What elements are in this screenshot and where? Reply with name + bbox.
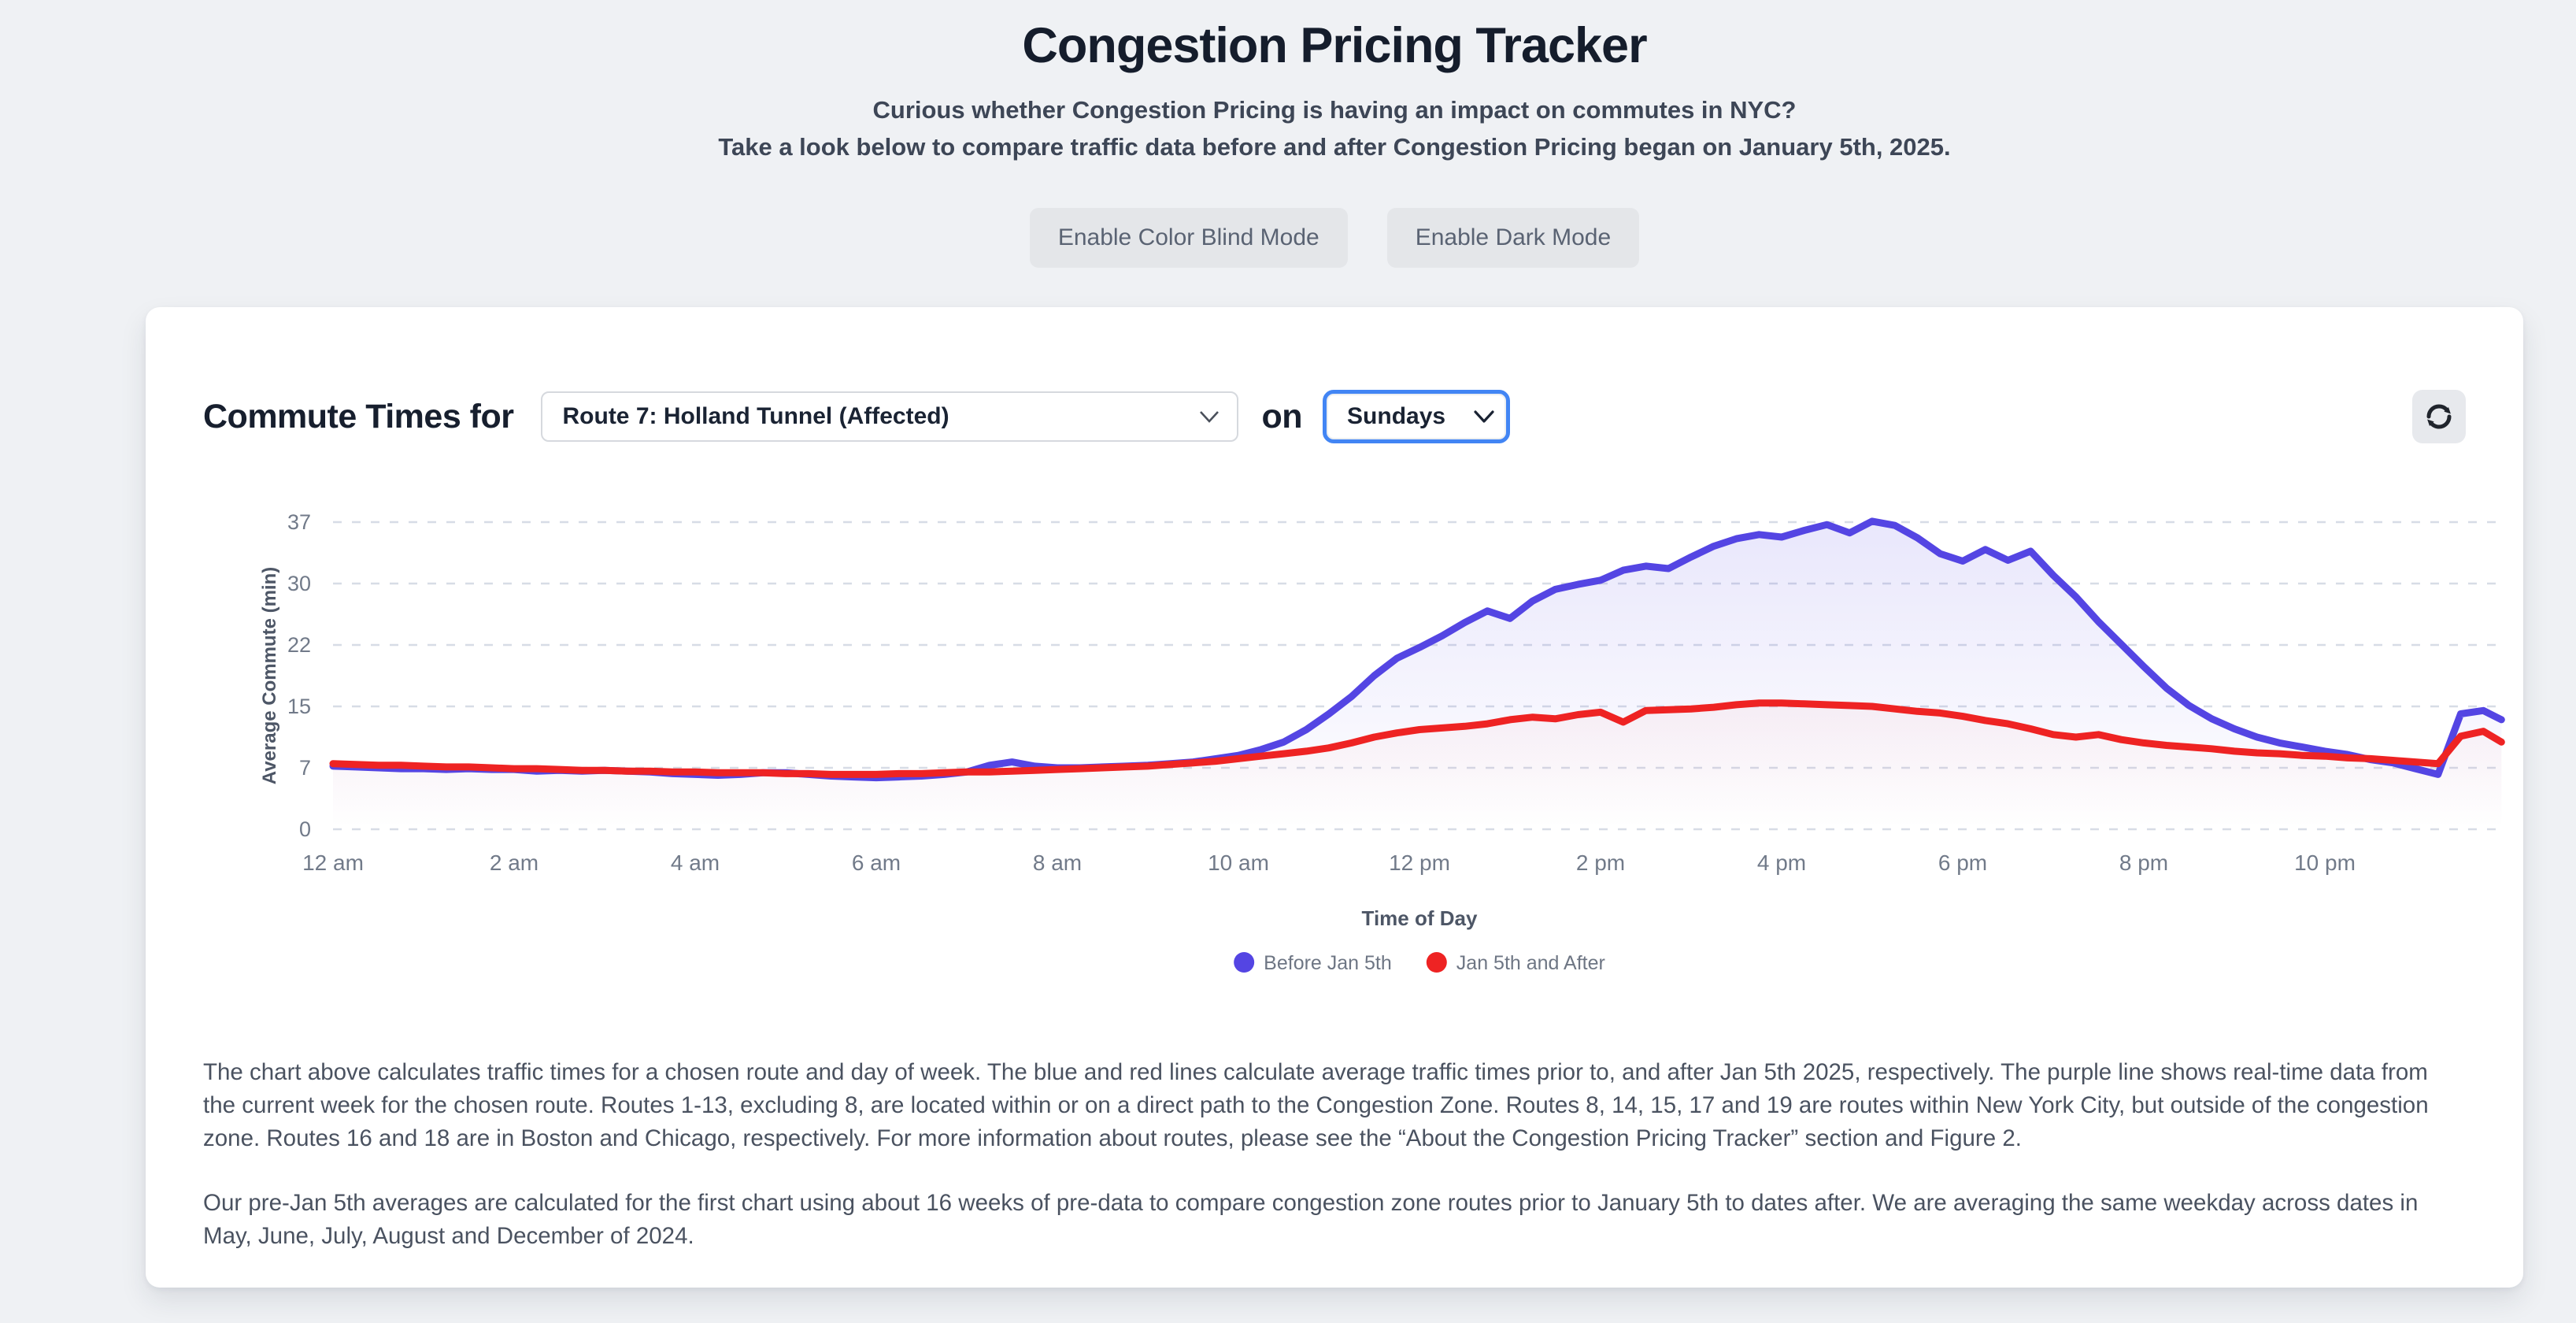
commute-times-for-label: Commute Times for [203, 397, 514, 435]
x-axis-title: Time of Day [1362, 906, 1478, 930]
chart-description: The chart above calculates traffic times… [203, 1056, 2466, 1253]
refresh-button[interactable] [2412, 390, 2466, 443]
mode-buttons-row: Enable Color Blind Mode Enable Dark Mode [146, 208, 2523, 268]
page-title: Congestion Pricing Tracker [1022, 18, 1647, 73]
subtitle-line-1: Curious whether Congestion Pricing is ha… [872, 96, 1797, 124]
x-tick-label: 12 pm [1389, 850, 1450, 875]
refresh-icon [2426, 404, 2452, 429]
dark-mode-button[interactable]: Enable Dark Mode [1386, 208, 1640, 268]
x-tick-label: 12 am [302, 850, 364, 875]
legend-dot-jan-5th-and-after [1426, 952, 1447, 973]
x-tick-label: 4 am [671, 850, 720, 875]
description-paragraph-1: The chart above calculates traffic times… [203, 1059, 2429, 1151]
series-line-jan-5th-and-after [329, 699, 2505, 778]
x-tick-label: 2 am [490, 850, 539, 875]
legend-dot-before-jan-5th [1234, 952, 1255, 973]
legend-label-before-jan-5th: Before Jan 5th [1264, 952, 1392, 974]
chevron-down-icon [1474, 410, 1494, 423]
chart-legend: Before Jan 5th Jan 5th and After [1234, 952, 1605, 974]
page-header: Congestion Pricing Tracker Curious wheth… [146, 17, 2523, 268]
chart-controls-row: Commute Times for Route 7: Holland Tunne… [203, 388, 2466, 445]
legend-label-jan-5th-and-after: Jan 5th and After [1456, 952, 1605, 974]
chevron-down-icon [1199, 410, 1219, 423]
page: Congestion Pricing Tracker Curious wheth… [0, 17, 2576, 1323]
x-tick-label: 2 pm [1576, 850, 1625, 875]
subtitle-line-2: Take a look below to compare traffic dat… [718, 133, 1951, 161]
y-axis-title: Average Commute (min) [259, 567, 280, 785]
y-tick-label: 30 [287, 572, 311, 595]
y-tick-label: 7 [299, 756, 311, 780]
y-tick-label: 0 [299, 817, 311, 841]
x-tick-label: 10 am [1208, 850, 1269, 875]
route-select[interactable]: Route 7: Holland Tunnel (Affected) [540, 391, 1238, 442]
y-tick-label: 22 [287, 633, 311, 657]
commute-chart: 0 7 15 22 30 37 Average Commute (min) 12 am 2 am… [259, 510, 2506, 974]
x-tick-label: 4 pm [1757, 850, 1806, 875]
x-tick-label: 6 pm [1938, 850, 1987, 875]
page-subtitle: Curious whether Congestion Pricing is ha… [146, 91, 2523, 165]
x-tick-label: 10 pm [2294, 850, 2356, 875]
route-select-value: Route 7: Holland Tunnel (Affected) [562, 403, 949, 429]
y-tick-label: 37 [287, 510, 311, 534]
day-select-value: Sundays [1347, 403, 1446, 429]
series-area-jan-5th-and-after [333, 702, 2502, 829]
description-paragraph-2: Our pre-Jan 5th averages are calculated … [203, 1190, 2419, 1249]
y-tick-label: 15 [287, 695, 311, 718]
on-label: on [1261, 397, 1303, 435]
x-tick-label: 8 pm [2119, 850, 2168, 875]
x-tick-label: 8 am [1033, 850, 1082, 875]
day-select[interactable]: Sundays [1323, 390, 1511, 443]
x-tick-label: 6 am [852, 850, 901, 875]
commute-times-card: Commute Times for Route 7: Holland Tunne… [146, 307, 2523, 1288]
color-blind-mode-button[interactable]: Enable Color Blind Mode [1029, 208, 1348, 268]
